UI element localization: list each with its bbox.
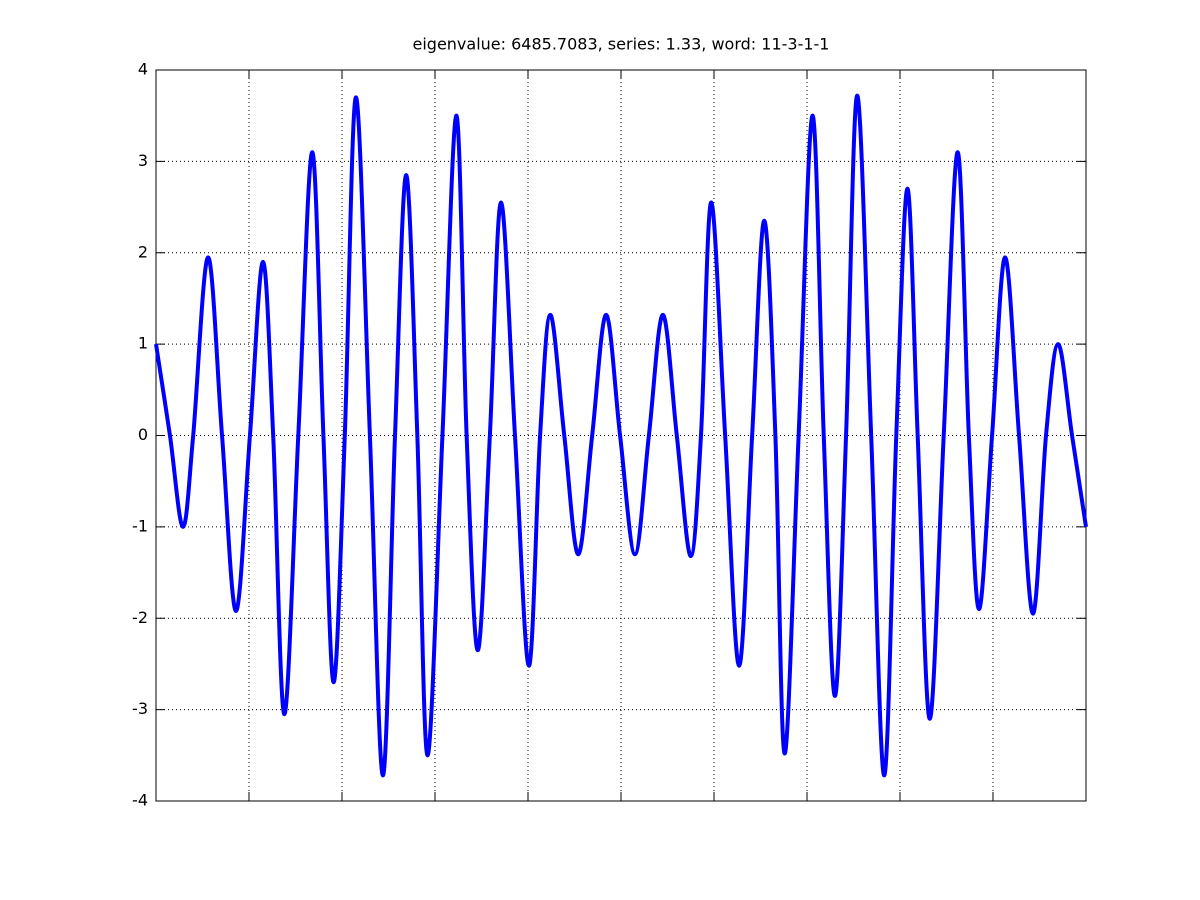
y-tick-label: -2 [132,608,148,627]
y-tick-label: 3 [138,151,148,170]
y-tick-label: 2 [138,242,148,261]
y-tick-label: -1 [132,516,148,535]
data-line [154,93,1088,778]
plot-frame [155,69,1087,802]
y-tick-label: 0 [138,425,148,444]
chart-title: eigenvalue: 6485.7083, series: 1.33, wor… [413,35,830,54]
y-tick-label: 4 [138,60,148,79]
y-tick-label: 1 [138,334,148,353]
y-tick-label: -4 [132,791,148,810]
y-tick-label: -3 [132,699,148,718]
